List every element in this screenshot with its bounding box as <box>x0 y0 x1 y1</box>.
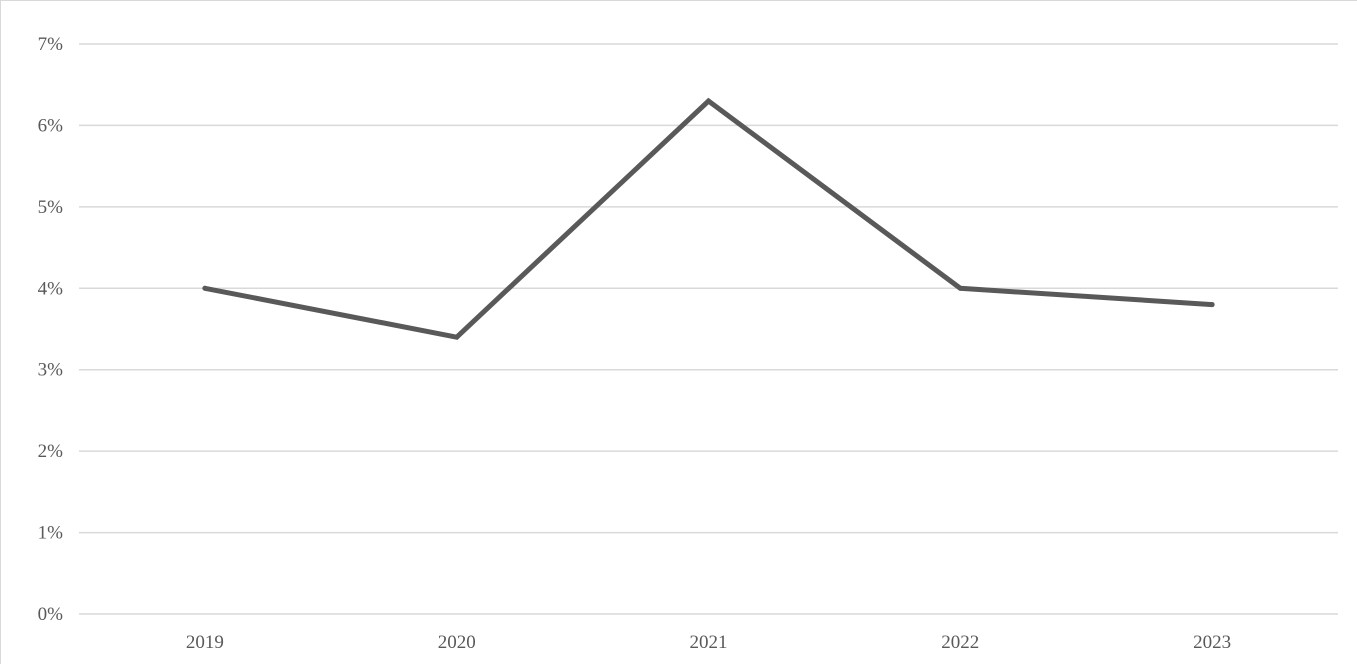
data-point <box>454 334 460 340</box>
x-tick-label: 2021 <box>690 632 728 653</box>
y-tick-label: 7% <box>38 34 64 55</box>
x-tick-label: 2019 <box>186 632 224 653</box>
series-line-0 <box>202 97 1215 340</box>
y-tick-label: 1% <box>38 523 64 544</box>
data-point <box>202 285 208 291</box>
data-point <box>957 285 963 291</box>
x-tick-label: 2020 <box>438 632 476 653</box>
y-tick-label: 2% <box>38 441 64 462</box>
y-tick-label: 6% <box>38 115 64 136</box>
data-point <box>1209 302 1215 308</box>
x-tick-label: 2023 <box>1193 632 1231 653</box>
x-axis-tick-labels: 2019 2020 2021 2022 2023 <box>186 632 1231 653</box>
data-point <box>706 98 711 104</box>
y-tick-label: 5% <box>38 197 64 218</box>
series-lines <box>202 97 1215 340</box>
x-tick-label: 2022 <box>941 632 979 653</box>
y-tick-label: 0% <box>38 604 64 625</box>
y-axis-tick-labels: 0% 1% 2% 3% 4% 5% 6% 7% <box>38 34 64 625</box>
y-tick-label: 4% <box>38 278 64 299</box>
gridlines <box>79 43 1338 615</box>
y-tick-label: 3% <box>38 360 64 381</box>
